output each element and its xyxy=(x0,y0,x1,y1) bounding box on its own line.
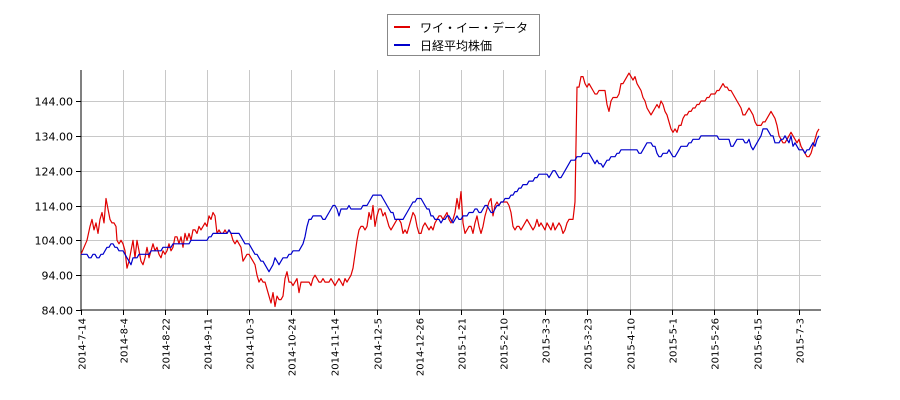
y-tick-label: 94.00 xyxy=(42,270,74,283)
x-tick-label: 2014-8-4 xyxy=(120,318,131,363)
legend-swatch-blue xyxy=(394,44,410,46)
x-tick-label: 2015-3-3 xyxy=(542,318,553,363)
axes xyxy=(80,70,821,311)
y-axis-ticks: 84.00 94.00 104.00 114.00 124.00 134.00 144.00 xyxy=(35,96,81,318)
legend-swatch-red xyxy=(394,26,410,28)
x-tick-label: 2015-6-15 xyxy=(754,318,765,370)
x-tick-label: 2014-11-14 xyxy=(331,318,342,376)
x-axis-ticks: 2014-7-14 2014-8-4 2014-8-22 2014-9-11 2014-… xyxy=(78,310,807,376)
x-tick-label: 2014-12-26 xyxy=(416,318,427,376)
y-tick-label: 124.00 xyxy=(35,166,74,179)
legend-item-yi-data: ワイ・イー・データ xyxy=(394,18,528,36)
y-tick-label: 84.00 xyxy=(42,305,74,318)
y-tick-label: 114.00 xyxy=(35,201,74,214)
y-tick-label: 134.00 xyxy=(35,131,74,144)
legend: ワイ・イー・データ 日経平均株価 xyxy=(387,14,540,56)
x-tick-label: 2014-9-11 xyxy=(204,318,215,370)
x-tick-label: 2015-5-26 xyxy=(711,318,722,370)
x-tick-label: 2014-7-14 xyxy=(78,318,89,370)
x-tick-label: 2014-12-5 xyxy=(374,318,385,370)
x-tick-label: 2015-5-1 xyxy=(669,318,680,363)
grid-lines xyxy=(81,70,821,310)
series-line xyxy=(80,72,820,308)
series-line xyxy=(81,128,820,273)
legend-label: ワイ・イー・データ xyxy=(420,20,529,35)
x-tick-label: 2014-10-3 xyxy=(246,318,257,370)
legend-item-nikkei: 日経平均株価 xyxy=(394,36,492,54)
x-tick-label: 2015-7-3 xyxy=(796,318,807,363)
series-lines xyxy=(80,72,820,308)
legend-label: 日経平均株価 xyxy=(420,38,493,53)
x-tick-label: 2015-1-21 xyxy=(458,318,469,370)
x-tick-label: 2015-3-23 xyxy=(584,318,595,370)
x-tick-label: 2014-10-24 xyxy=(288,318,299,376)
x-tick-label: 2015-4-10 xyxy=(627,318,638,370)
x-tick-label: 2014-8-22 xyxy=(162,318,173,370)
x-tick-label: 2015-2-10 xyxy=(500,318,511,370)
y-tick-label: 104.00 xyxy=(35,235,74,248)
y-tick-label: 144.00 xyxy=(35,96,74,109)
